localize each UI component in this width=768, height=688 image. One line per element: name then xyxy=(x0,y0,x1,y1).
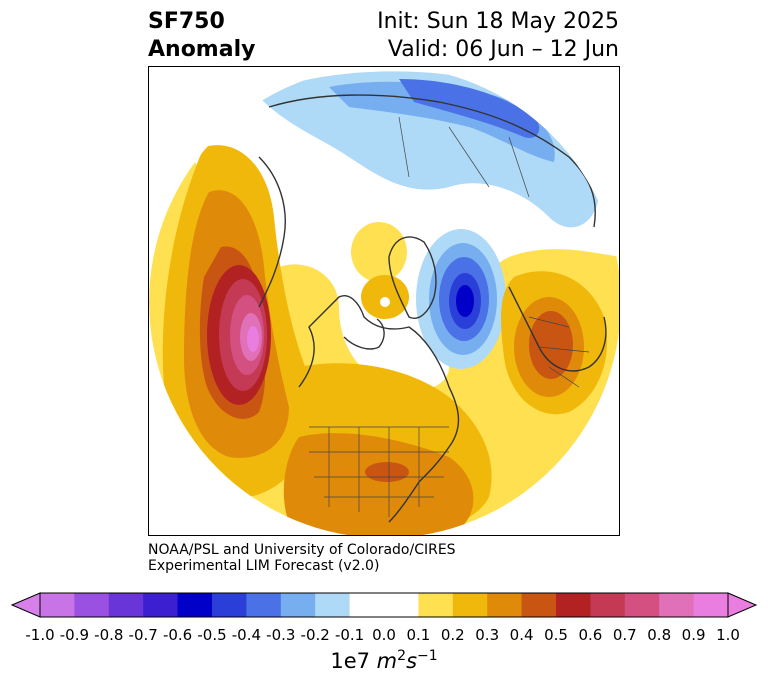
colorbar-tick-label: 0.3 xyxy=(475,626,500,644)
colorbar-extend-high xyxy=(727,592,758,618)
siberia-coast xyxy=(258,156,286,308)
colorbar-extend-low xyxy=(10,592,41,618)
title-variable: SF750 xyxy=(148,9,225,34)
colorbar-cell xyxy=(212,593,247,617)
colorbar-tick-label: -1.0 xyxy=(25,626,55,644)
europe-borders xyxy=(528,316,590,388)
colorbar-tick-label: -0.6 xyxy=(162,626,193,644)
colorbar-tick-label: 0.2 xyxy=(440,626,465,644)
colorbar-tick-label: -0.5 xyxy=(197,626,227,644)
europe-coast xyxy=(508,286,607,372)
colorbar-cell xyxy=(556,593,591,617)
white-spot xyxy=(380,297,390,307)
contour-field xyxy=(149,67,619,535)
title-anomaly: Anomaly xyxy=(148,37,256,62)
colorbar-tick-label: 0.4 xyxy=(509,626,534,644)
colorbar-cell xyxy=(590,593,626,617)
colorbar-tick-label: 0.1 xyxy=(406,626,431,644)
us-states-b xyxy=(309,451,449,498)
colorbar-cell xyxy=(315,593,351,617)
north-america-coast xyxy=(298,295,460,523)
us-states-a xyxy=(328,427,420,517)
colorbar-tick-label: 0.0 xyxy=(372,626,396,644)
greenland-coast xyxy=(388,236,437,319)
map-panel xyxy=(148,66,620,536)
credit-line-2: Experimental LIM Forecast (v2.0) xyxy=(148,558,380,574)
colorbar-tick-label: -0.8 xyxy=(94,626,124,644)
colorbar-tick-label: -0.4 xyxy=(231,626,262,644)
colorbar-cell xyxy=(624,593,660,617)
units-m: m xyxy=(376,649,398,673)
colorbar-cell xyxy=(246,593,282,617)
colorbar-units: 1e7 m2s−1 xyxy=(0,648,768,673)
title-left: SF750 Anomaly xyxy=(148,8,255,64)
colorbar-tick-label: 1.0 xyxy=(716,626,740,644)
colorbar-cell xyxy=(280,593,316,617)
valid-range: Valid: 06 Jun – 12 Jun xyxy=(387,37,619,62)
units-m-exp: 2 xyxy=(397,648,407,664)
colorbar-tick-label: 0.6 xyxy=(578,626,603,644)
colorbar-cell xyxy=(40,593,75,617)
colorbar-cell xyxy=(74,593,110,617)
colorbar-tick-label: -0.3 xyxy=(266,626,296,644)
colorbar-tick-label: -0.9 xyxy=(59,626,90,644)
colorbar-tick-label: 0.9 xyxy=(681,626,706,644)
colorbar-tick-label: -0.2 xyxy=(300,626,330,644)
colorbar xyxy=(10,592,758,618)
rust-europe xyxy=(529,311,573,379)
colorbar-tick-label: 0.8 xyxy=(647,626,672,644)
colorbar-cell xyxy=(143,593,179,617)
units-prefix: 1e7 xyxy=(330,649,377,673)
colorbar-cell xyxy=(349,593,385,617)
colorbar-tick-label: 0.5 xyxy=(544,626,568,644)
colorbar-tick-label: 0.7 xyxy=(612,626,637,644)
units-s-exp: −1 xyxy=(417,648,438,664)
borders xyxy=(309,116,590,517)
asia-borders xyxy=(398,116,530,198)
colorbar-cell xyxy=(521,593,557,617)
colorbar-tick-label: -0.1 xyxy=(334,626,365,644)
colorbar-tick-label: -0.7 xyxy=(128,626,158,644)
colorbar-cell xyxy=(693,593,729,617)
asia-coast xyxy=(268,94,596,228)
colorbar-cell xyxy=(487,593,523,617)
colorbar-cell xyxy=(659,593,695,617)
colorbar-cell xyxy=(384,593,419,617)
colorbar-outline xyxy=(39,592,729,618)
colorbar-cell xyxy=(177,593,213,617)
credit-text: NOAA/PSL and University of Colorado/CIRE… xyxy=(148,542,456,574)
init-date: Init: Sun 18 May 2025 xyxy=(377,9,619,34)
hudson-coast xyxy=(343,318,385,350)
coastlines xyxy=(258,94,607,523)
units-s: s xyxy=(406,649,418,673)
colorbar-cell xyxy=(418,593,454,617)
colorbar-cell xyxy=(452,593,488,617)
high-pacific-core xyxy=(247,326,259,352)
orange-america xyxy=(283,433,474,535)
rust-america xyxy=(365,462,409,482)
colorbar-ticks: -1.0 -0.9 -0.8 -0.7 -0.6 -0.5 -0.4 -0.3 -0.2 -0.1… xyxy=(0,626,768,646)
gold-arctic xyxy=(351,222,407,282)
credit-line-1: NOAA/PSL and University of Colorado/CIRE… xyxy=(148,542,456,558)
colorbar-cell xyxy=(108,593,144,617)
low-core xyxy=(456,285,474,317)
anomaly-map xyxy=(149,67,619,535)
title-right: Init: Sun 18 May 2025 Valid: 06 Jun – 12… xyxy=(377,8,619,64)
